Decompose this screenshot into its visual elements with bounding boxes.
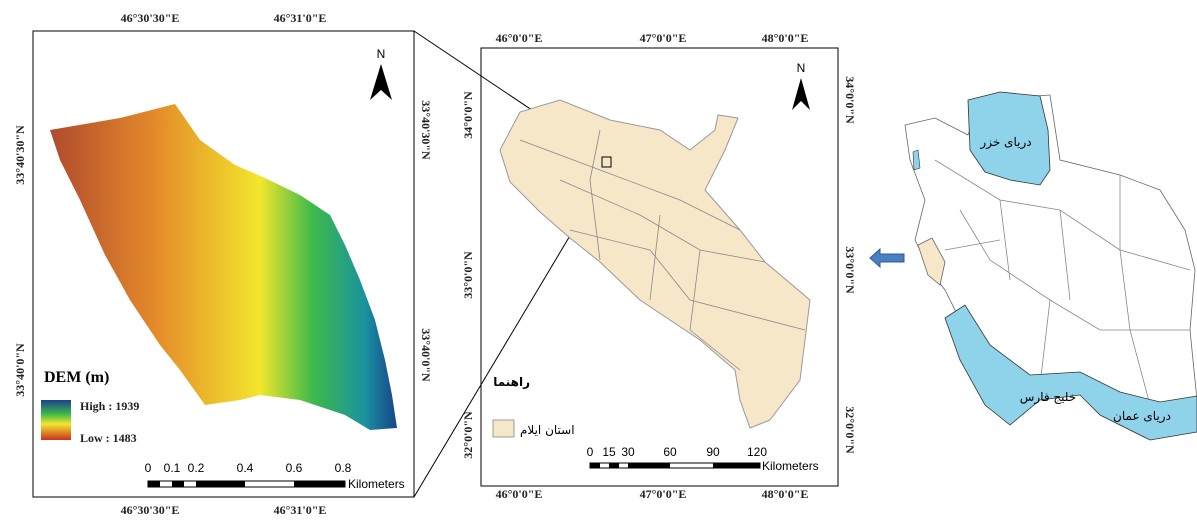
sea-label: دریای خزر [979, 135, 1031, 150]
scale-tick: 90 [706, 445, 720, 459]
scale-tick: 0 [145, 461, 152, 475]
scale-tick: 30 [621, 445, 635, 459]
legend-ramp [41, 400, 71, 440]
scale-tick: 0.1 [164, 461, 181, 475]
pointer-arrow [870, 249, 904, 267]
scale-tick: 0.2 [188, 461, 205, 475]
lat-label: 33°0'0"N [843, 246, 857, 294]
legend-title: راهنما [493, 375, 530, 389]
lat-label: 34°0'0"N [843, 76, 857, 124]
legend-title: DEM (m) [44, 369, 109, 386]
lon-label: 46°31'0"E [274, 503, 327, 517]
figure: 46°30'30"E 46°31'0"E 46°30'30"E 46°31'0"… [0, 0, 1197, 522]
sea-label: دریای عمان [1113, 409, 1171, 424]
province-panel: 46°0'0"E 47°0'0"E 48°0'0"E 46°0'0"E 47°0… [461, 31, 857, 501]
legend-high: High : 1939 [80, 399, 139, 413]
iran-panel: دریای خزر خلیج فارس دریای عمان [905, 92, 1197, 440]
scale-tick: 0.8 [335, 461, 352, 475]
lon-label: 48°0'0"E [762, 487, 809, 501]
north-label: N [797, 61, 806, 75]
scale-tick: 0.4 [237, 461, 254, 475]
dem-panel: 46°30'30"E 46°31'0"E 46°30'30"E 46°31'0"… [13, 11, 433, 517]
lat-label: 32°0'0"N [843, 406, 857, 454]
sea-label: خلیج فارس [1020, 390, 1076, 405]
province-area [500, 100, 810, 428]
lon-label: 46°31'0"E [274, 11, 327, 25]
lat-label: 34°0'0"N [461, 91, 475, 139]
lon-label: 46°0'0"E [496, 31, 543, 45]
lon-label: 47°0'0"E [640, 487, 687, 501]
legend-low: Low : 1483 [80, 431, 137, 445]
lon-label: 46°30'30"E [121, 11, 180, 25]
lon-label: 48°0'0"E [762, 31, 809, 45]
lat-label: 32°0'0"N [461, 411, 475, 459]
scale-tick: 15 [602, 445, 616, 459]
lat-label: 33°40'30"N [13, 125, 27, 185]
lon-label: 46°0'0"E [496, 487, 543, 501]
north-label: N [377, 47, 386, 61]
scale-tick: 0.6 [286, 461, 303, 475]
scale-bar: 0 0.1 0.2 0.4 0.6 0.8 Kilometers [145, 461, 405, 491]
scale-tick: 120 [747, 445, 767, 459]
north-arrow [792, 78, 810, 110]
scale-tick: 0 [587, 445, 594, 459]
lat-label: 33°40'0"N [419, 328, 433, 382]
lat-label: 33°40'0"N [13, 343, 27, 397]
scale-unit: Kilometers [348, 477, 405, 491]
lat-label: 33°0'0"N [461, 251, 475, 299]
iran-outline [905, 95, 1197, 410]
scale-bar: 0 15 30 60 90 120 Kilometers [587, 445, 819, 473]
north-arrow [370, 64, 392, 100]
scale-unit: Kilometers [762, 459, 819, 473]
scale-tick: 60 [663, 445, 677, 459]
lat-label: 33°40'30"N [419, 100, 433, 160]
legend-swatch [493, 420, 514, 437]
legend-item: استان ایلام [520, 423, 575, 437]
lon-label: 46°30'30"E [121, 503, 180, 517]
lon-label: 47°0'0"E [640, 31, 687, 45]
